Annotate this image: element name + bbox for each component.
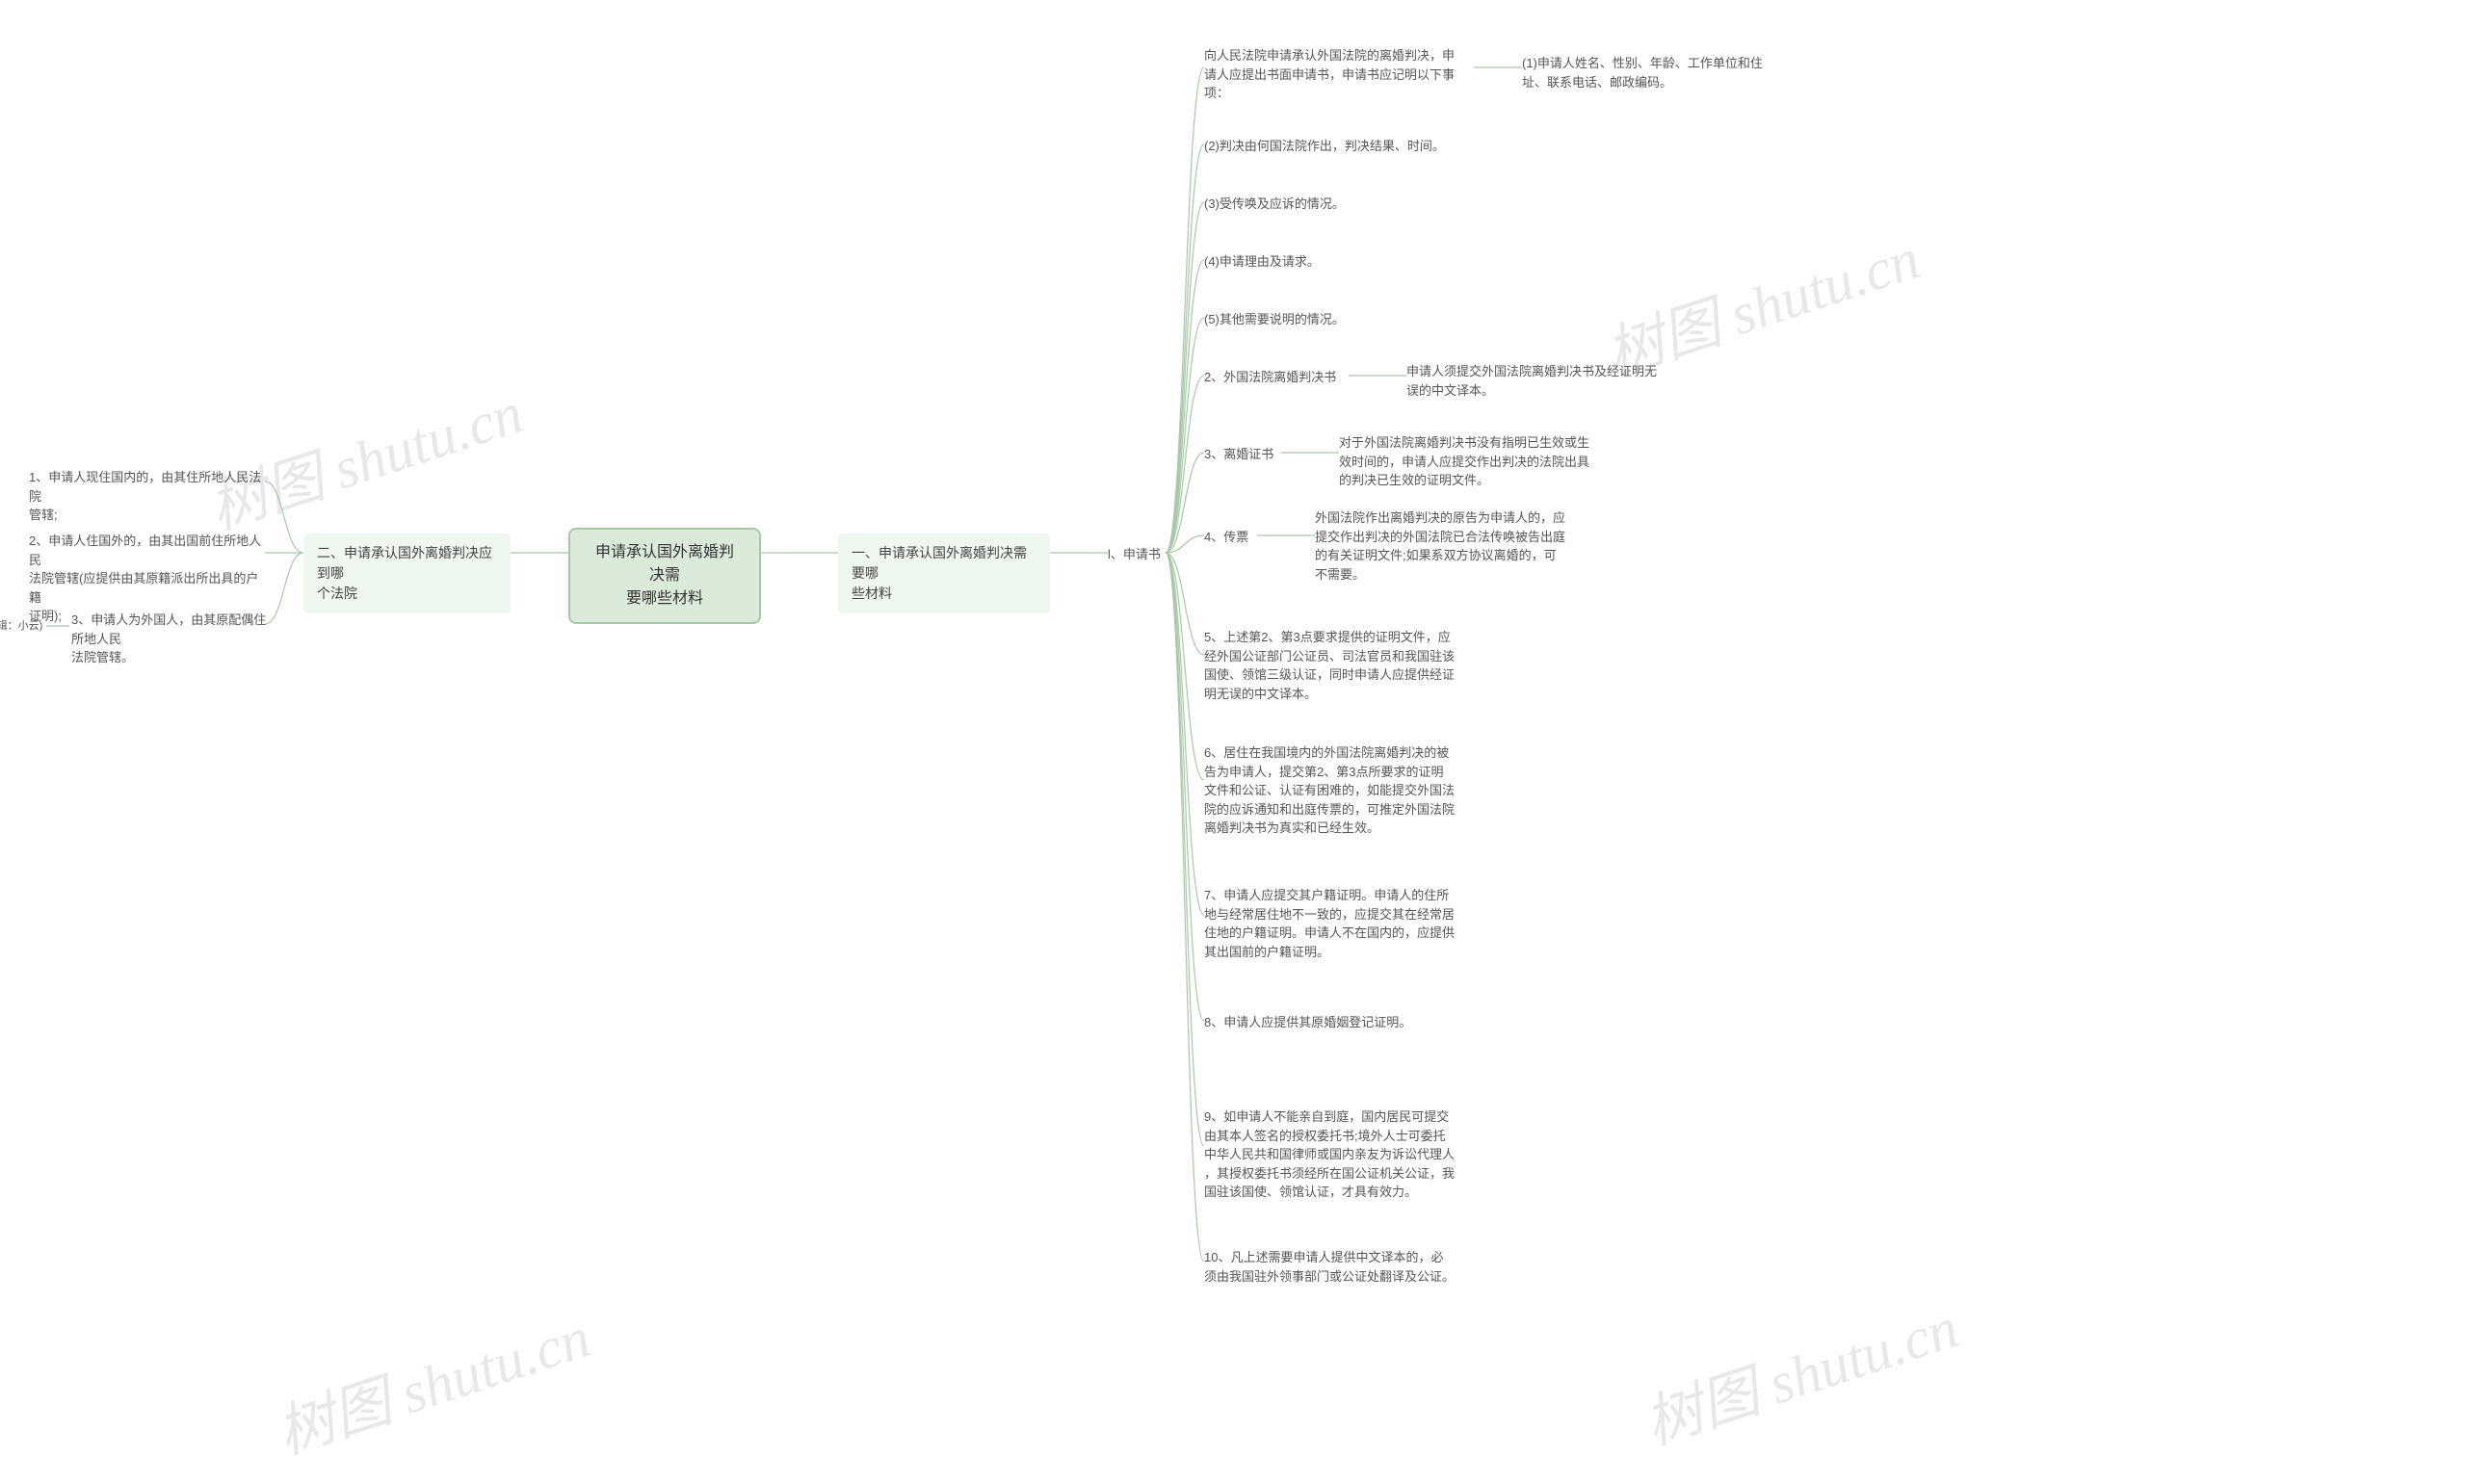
item-8-sub-l3: 的有关证明文件;如果系双方协议离婚的，可 bbox=[1315, 548, 1557, 562]
item-7-sub-l3: 的判决已生效的证明文件。 bbox=[1339, 473, 1489, 487]
left-item-2-l1: 2、申请人住国外的，由其出国前住所地人民 bbox=[29, 534, 261, 567]
watermark: 树图 shutu.cn bbox=[265, 1290, 599, 1471]
left-item-1: 1、申请人现住国内的，由其住所地人民法院 管辖; bbox=[29, 468, 265, 525]
item-8-sub-l4: 不需要。 bbox=[1315, 567, 1365, 582]
left-item-1-l1: 1、申请人现住国内的，由其住所地人民法院 bbox=[29, 470, 261, 504]
item-13-l2: 由其本人签名的授权委托书;境外人士可委托 bbox=[1204, 1129, 1446, 1143]
item-1: 向人民法院申请承认外国法院的离婚判决，申 请人应提出书面申请书，申请书应记明以下… bbox=[1204, 46, 1455, 103]
item-7: 3、离婚证书 bbox=[1204, 445, 1273, 464]
item-4: (4)申请理由及请求。 bbox=[1204, 252, 1320, 272]
item-11-l3: 住地的户籍证明。申请人不在国内的，应提供 bbox=[1204, 925, 1455, 940]
left-item-2-l2: 法院管辖(应提供由其原籍派出所出具的户籍 bbox=[29, 571, 258, 605]
item-1-l1: 向人民法院申请承认外国法院的离婚判决，申 bbox=[1204, 48, 1455, 63]
item-9-l2: 经外国公证部门公证员、司法官员和我国驻该 bbox=[1204, 649, 1455, 664]
item-10-l2: 告为申请人，提交第2、第3点所要求的证明 bbox=[1204, 765, 1443, 779]
item-9: 5、上述第2、第3点要求提供的证明文件，应 经外国公证部门公证员、司法官员和我国… bbox=[1204, 628, 1455, 703]
branch-court: 二、申请承认国外离婚判决应到哪 个法院 bbox=[303, 534, 511, 613]
item-10-l5: 离婚判决书为真实和已经生效。 bbox=[1204, 820, 1379, 835]
item-3: (3)受传唤及应诉的情况。 bbox=[1204, 195, 1345, 214]
item-9-l4: 明无误的中文译本。 bbox=[1204, 687, 1317, 701]
node-application-doc: l、申请书 bbox=[1108, 545, 1161, 564]
item-5: (5)其他需要说明的情况。 bbox=[1204, 310, 1345, 329]
item-7-sub: 对于外国法院离婚判决书没有指明已生效或生 效时间的，申请人应提交作出判决的法院出… bbox=[1339, 433, 1589, 490]
item-9-l1: 5、上述第2、第3点要求提供的证明文件，应 bbox=[1204, 630, 1451, 644]
item-6-sub-l2: 误的中文译本。 bbox=[1406, 383, 1494, 398]
item-10-l1: 6、居住在我国境内的外国法院离婚判决的被 bbox=[1204, 745, 1449, 760]
item-13-l5: 国驻该国使、领馆认证，才具有效力。 bbox=[1204, 1185, 1417, 1199]
branch-court-l1: 二、申请承认国外离婚判决应到哪 bbox=[317, 545, 492, 581]
item-6-sub: 申请人须提交外国法院离婚判决书及经证明无 误的中文译本。 bbox=[1406, 362, 1657, 400]
item-14-l1: 10、凡上述需要申请人提供中文译本的，必 bbox=[1204, 1250, 1443, 1264]
item-8-sub-l2: 提交作出判决的外国法院已合法传唤被告出庭 bbox=[1315, 530, 1565, 544]
item-6: 2、外国法院离婚判决书 bbox=[1204, 368, 1336, 387]
item-13: 9、如申请人不能亲自到庭，国内居民可提交 由其本人签名的授权委托书;境外人士可委… bbox=[1204, 1107, 1455, 1202]
item-7-sub-l2: 效时间的，申请人应提交作出判决的法院出具 bbox=[1339, 455, 1589, 469]
branch-materials-l1: 一、申请承认国外离婚判决需要哪 bbox=[852, 545, 1027, 581]
left-item-3-l1: 3、申请人为外国人，由其原配偶住所地人民 bbox=[71, 612, 266, 646]
item-1-sub: (1)申请人姓名、性别、年龄、工作单位和住 址、联系电话、邮政编码。 bbox=[1522, 54, 1763, 91]
branch-materials: 一、申请承认国外离婚判决需要哪 些材料 bbox=[838, 534, 1050, 613]
item-8-sub-l1: 外国法院作出离婚判决的原告为申请人的，应 bbox=[1315, 510, 1565, 525]
item-1-l3: 项： bbox=[1204, 86, 1229, 100]
item-11-l4: 其出国前的户籍证明。 bbox=[1204, 945, 1329, 959]
left-item-3-l2: 法院管辖。 bbox=[71, 650, 134, 664]
item-10: 6、居住在我国境内的外国法院离婚判决的被 告为申请人，提交第2、第3点所要求的证… bbox=[1204, 743, 1455, 838]
item-13-l4: ，其授权委托书须经所在国公证机关公证，我 bbox=[1204, 1166, 1455, 1181]
item-1-sub-l1: (1)申请人姓名、性别、年龄、工作单位和住 bbox=[1522, 56, 1763, 70]
item-14: 10、凡上述需要申请人提供中文译本的，必 须由我国驻外领事部门或公证处翻译及公证… bbox=[1204, 1248, 1455, 1286]
item-8-sub: 外国法院作出离婚判决的原告为申请人的，应 提交作出判决的外国法院已合法传唤被告出… bbox=[1315, 508, 1565, 584]
root-node: 申请承认国外离婚判决需 要哪些材料 bbox=[568, 528, 761, 624]
branch-materials-l2: 些材料 bbox=[852, 586, 892, 601]
item-7-sub-l1: 对于外国法院离婚判决书没有指明已生效或生 bbox=[1339, 435, 1589, 450]
item-11-l1: 7、申请人应提交其户籍证明。申请人的住所 bbox=[1204, 888, 1449, 902]
item-10-l4: 院的应诉通知和出庭传票的，可推定外国法院 bbox=[1204, 802, 1455, 817]
item-8: 4、传票 bbox=[1204, 528, 1248, 547]
item-13-l1: 9、如申请人不能亲自到庭，国内居民可提交 bbox=[1204, 1109, 1449, 1124]
item-1-sub-l2: 址、联系电话、邮政编码。 bbox=[1522, 75, 1672, 90]
watermark: 树图 shutu.cn bbox=[1633, 1281, 1967, 1461]
root-line2: 要哪些材料 bbox=[626, 590, 703, 607]
item-14-l2: 须由我国驻外领事部门或公证处翻译及公证。 bbox=[1204, 1269, 1455, 1284]
item-13-l3: 中华人民共和国律师或国内亲友为诉讼代理人 bbox=[1204, 1147, 1455, 1161]
left-item-1-l2: 管辖; bbox=[29, 508, 58, 522]
item-2: (2)判决由何国法院作出，判决结果、时间。 bbox=[1204, 137, 1445, 156]
editor-note: (责任编辑：小云) bbox=[0, 618, 48, 635]
root-line1: 申请承认国外离婚判决需 bbox=[595, 544, 734, 584]
item-11-l2: 地与经常居住地不一致的，应提交其在经常居 bbox=[1204, 907, 1455, 922]
item-10-l3: 文件和公证、认证有困难的，如能提交外国法 bbox=[1204, 783, 1455, 797]
item-11: 7、申请人应提交其户籍证明。申请人的住所 地与经常居住地不一致的，应提交其在经常… bbox=[1204, 886, 1455, 961]
left-item-3: 3、申请人为外国人，由其原配偶住所地人民 法院管辖。 bbox=[71, 611, 269, 667]
item-9-l3: 国使、领馆三级认证，同时申请人应提供经证 bbox=[1204, 667, 1455, 682]
item-12: 8、申请人应提供其原婚姻登记证明。 bbox=[1204, 1013, 1411, 1032]
branch-court-l2: 个法院 bbox=[317, 586, 357, 601]
item-6-sub-l1: 申请人须提交外国法院离婚判决书及经证明无 bbox=[1406, 364, 1657, 378]
item-1-l2: 请人应提出书面申请书，申请书应记明以下事 bbox=[1204, 67, 1455, 82]
